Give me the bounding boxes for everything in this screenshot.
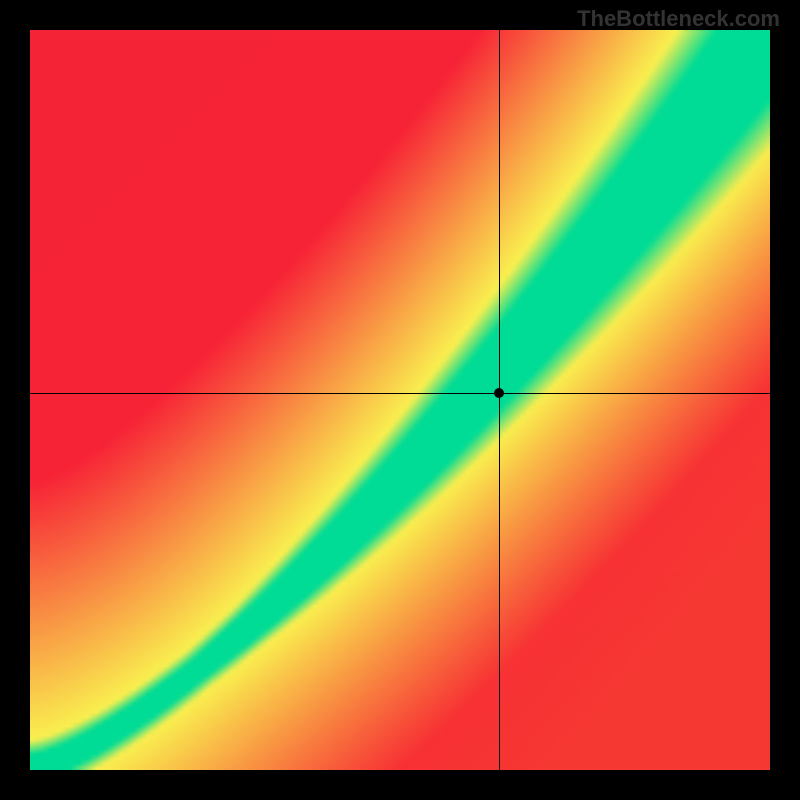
watermark-text: TheBottleneck.com	[577, 6, 780, 32]
crosshair-vertical	[499, 30, 500, 770]
plot-frame	[30, 30, 770, 770]
heatmap-canvas-wrap	[30, 30, 770, 770]
crosshair-marker	[494, 388, 504, 398]
crosshair-horizontal	[30, 393, 770, 394]
heatmap-canvas	[30, 30, 770, 770]
